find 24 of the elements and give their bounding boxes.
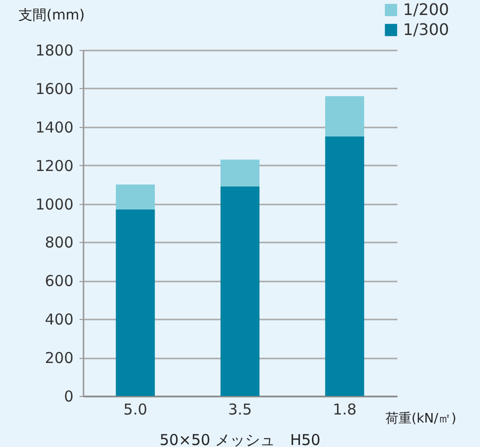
y-tick-label: 600 bbox=[44, 272, 74, 290]
legend-label: 1/200 bbox=[403, 0, 450, 19]
x-tick-label: 5.0 bbox=[123, 400, 148, 418]
bar bbox=[220, 186, 260, 396]
bar bbox=[325, 136, 364, 396]
y-tick-label: 1200 bbox=[35, 156, 74, 175]
y-tick-label: 1800 bbox=[35, 42, 74, 60]
x-tick-label: 3.5 bbox=[228, 400, 252, 418]
y-tick-label: 1000 bbox=[35, 195, 74, 214]
y-axis-title: 支間(mm) bbox=[18, 8, 85, 24]
bar bbox=[220, 160, 260, 186]
y-tick-label: 0 bbox=[64, 388, 74, 406]
bar bbox=[325, 96, 364, 136]
x-axis-title: 荷重(kN/㎡) bbox=[386, 412, 456, 426]
x-tick-label: 1.8 bbox=[332, 400, 357, 418]
text: 50×50 メッシュ H50 bbox=[160, 431, 320, 447]
bar bbox=[116, 210, 155, 396]
y-tick-label: 1400 bbox=[35, 118, 74, 136]
y-tick-label: 800 bbox=[44, 234, 74, 252]
y-tick-label: 400 bbox=[44, 310, 74, 329]
bar bbox=[116, 184, 155, 210]
legend-label: 1/300 bbox=[403, 20, 450, 39]
y-tick-label: 1600 bbox=[35, 80, 74, 98]
y-tick-label: 200 bbox=[44, 349, 74, 368]
